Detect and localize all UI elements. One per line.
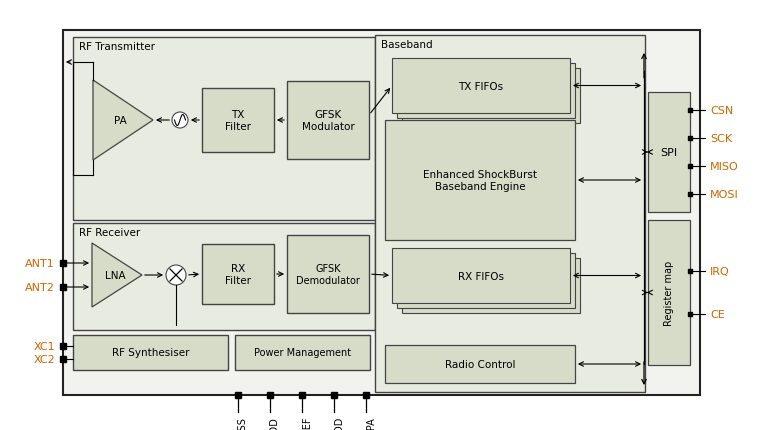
Text: CE: CE: [710, 310, 725, 319]
Text: IREF: IREF: [302, 416, 312, 430]
Text: RX FIFOs: RX FIFOs: [458, 271, 504, 281]
Text: VSS: VSS: [238, 416, 248, 430]
Bar: [385, 345, 575, 383]
Text: Power Management: Power Management: [254, 348, 351, 358]
Bar: [63, 31, 700, 395]
Text: ANT1: ANT1: [25, 258, 55, 268]
Bar: [202, 244, 274, 304]
Bar: [392, 249, 570, 303]
Bar: [235, 335, 370, 370]
Text: CSN: CSN: [710, 106, 733, 116]
Text: Enhanced ShockBurst
Baseband Engine: Enhanced ShockBurst Baseband Engine: [423, 170, 537, 191]
Circle shape: [166, 265, 186, 286]
Bar: [287, 82, 369, 160]
Text: GFSK
Modulator: GFSK Modulator: [302, 110, 354, 132]
Polygon shape: [93, 81, 153, 161]
Bar: [385, 121, 575, 240]
Bar: [648, 93, 690, 212]
Text: RF Receiver: RF Receiver: [79, 227, 141, 237]
Text: Baseband: Baseband: [381, 40, 432, 50]
Bar: [397, 64, 575, 119]
Bar: [73, 335, 228, 370]
Text: GFSK
Demodulator: GFSK Demodulator: [296, 264, 360, 285]
Text: Register map: Register map: [664, 260, 674, 326]
Bar: [402, 69, 580, 124]
Text: VDD: VDD: [270, 416, 280, 430]
Text: SPI: SPI: [660, 147, 677, 158]
Text: MOSI: MOSI: [710, 190, 739, 200]
Text: ANT2: ANT2: [25, 283, 55, 292]
Text: TX
Filter: TX Filter: [225, 110, 251, 132]
Bar: [73, 224, 375, 330]
Text: XC2: XC2: [33, 354, 55, 364]
Text: RF Synthesiser: RF Synthesiser: [112, 348, 189, 358]
Text: DVDD: DVDD: [334, 416, 344, 430]
Text: TX FIFOs: TX FIFOs: [458, 81, 504, 91]
Bar: [375, 36, 645, 392]
Bar: [202, 89, 274, 153]
Text: VDD_PA: VDD_PA: [366, 416, 377, 430]
Text: XC1: XC1: [33, 341, 55, 351]
Bar: [287, 236, 369, 313]
Text: RF Transmitter: RF Transmitter: [79, 42, 155, 52]
Text: Radio Control: Radio Control: [445, 359, 515, 369]
Text: MISO: MISO: [710, 162, 739, 172]
Bar: [397, 253, 575, 308]
Bar: [648, 221, 690, 365]
Text: LNA: LNA: [104, 270, 125, 280]
Text: RX
Filter: RX Filter: [225, 264, 251, 285]
Circle shape: [172, 113, 188, 129]
Bar: [402, 258, 580, 313]
Bar: [73, 38, 375, 221]
Text: SCK: SCK: [710, 133, 732, 143]
Text: PA: PA: [114, 116, 127, 126]
Bar: [392, 59, 570, 114]
Polygon shape: [92, 243, 142, 307]
Text: IRQ: IRQ: [710, 266, 730, 276]
